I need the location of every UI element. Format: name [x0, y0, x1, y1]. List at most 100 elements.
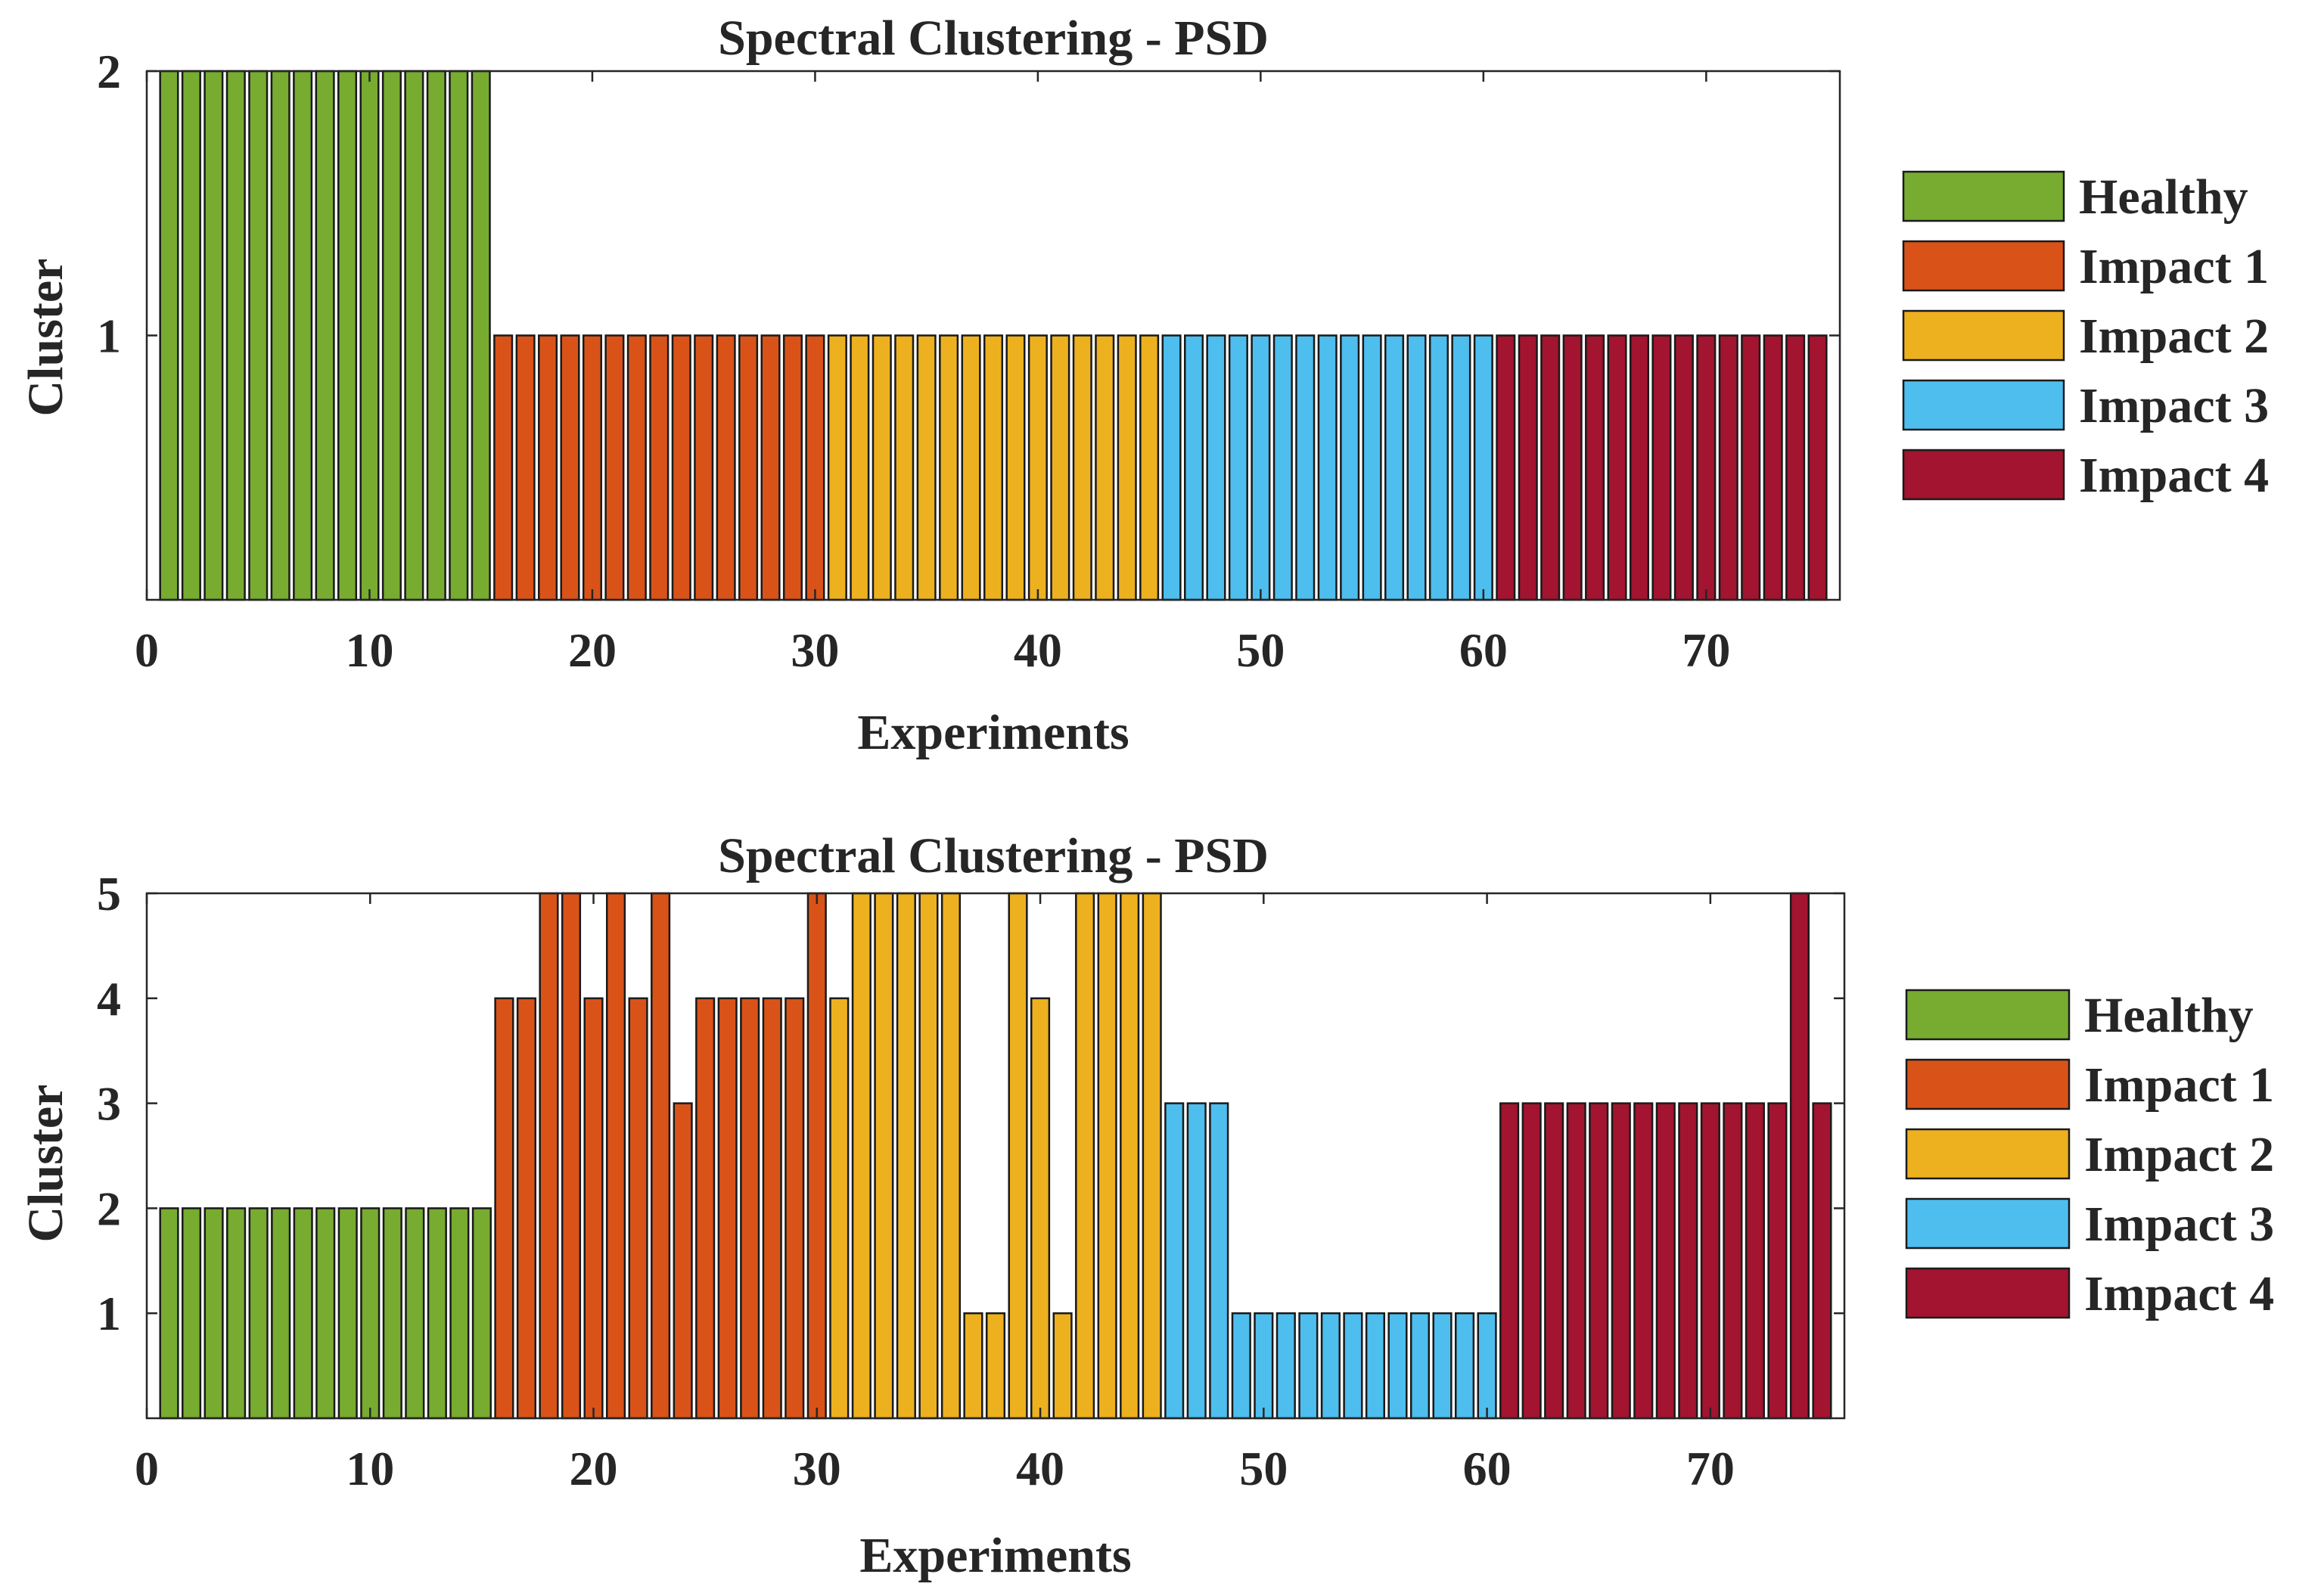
bar-impact-1 [695, 997, 716, 1420]
y-tick-label: 3 [97, 1077, 121, 1131]
bar-impact-1 [582, 334, 602, 601]
x-tick-label: 40 [1014, 623, 1062, 677]
bar-impact-4 [1812, 1102, 1832, 1420]
bar-healthy [426, 70, 446, 601]
bar-healthy [293, 70, 313, 601]
bar-impact-4 [1655, 1102, 1676, 1420]
y-axis-label: Cluster [18, 259, 73, 417]
legend: Healthy Impact 1 Impact 2 Impact 3 Impact 4 [1902, 169, 2269, 503]
bar-impact-3 [1228, 334, 1248, 601]
bar-healthy [315, 70, 335, 601]
bar-impact-1 [628, 997, 648, 1420]
bar-impact-4 [1629, 334, 1649, 601]
bar-impact-2 [1072, 334, 1092, 601]
x-tick-label: 0 [135, 623, 159, 677]
y-tick-label: 1 [97, 309, 121, 363]
bar-impact-3 [1186, 1102, 1207, 1420]
bar-impact-3 [1272, 334, 1293, 601]
bar-healthy [270, 70, 291, 601]
bar-impact-4 [1723, 1102, 1743, 1420]
bar-healthy [315, 1207, 336, 1420]
bar-impact-4 [1589, 1102, 1609, 1420]
bar-impact-1 [516, 997, 537, 1420]
bar-impact-4 [1518, 334, 1538, 601]
bar-impact-4 [1763, 334, 1783, 601]
bar-impact-1 [785, 997, 805, 1420]
bar-healthy [337, 70, 358, 601]
chart-title: Spectral Clustering - PSD [718, 828, 1269, 883]
legend-label: Impact 4 [2084, 1266, 2274, 1321]
legend-label: Healthy [2079, 169, 2248, 225]
bar-impact-4 [1678, 1102, 1698, 1420]
bar-impact-4 [1767, 1102, 1788, 1420]
x-tick-label: 50 [1239, 1442, 1288, 1495]
bar-impact-2 [1139, 334, 1160, 601]
bar-impact-2 [874, 892, 894, 1420]
bar-impact-3 [1473, 334, 1493, 601]
bar-impact-4 [1566, 1102, 1586, 1420]
bar-healthy [404, 70, 424, 601]
x-tick-label: 50 [1236, 623, 1285, 677]
x-tick-label: 20 [570, 1442, 618, 1495]
bar-impact-4 [1585, 334, 1605, 601]
bar-impact-2 [829, 997, 850, 1420]
bar-impact-1 [583, 997, 604, 1420]
bar-impact-2 [1075, 892, 1095, 1420]
bar-impact-3 [1206, 334, 1226, 601]
bar-impact-1 [605, 892, 626, 1420]
bar-impact-2 [872, 334, 892, 601]
bar-impact-3 [1295, 334, 1316, 601]
bar-impact-3 [1164, 1102, 1185, 1420]
bar-impact-1 [626, 334, 647, 601]
bar-impact-1 [561, 892, 582, 1420]
bar-impact-4 [1544, 1102, 1564, 1420]
bar-impact-1 [717, 997, 738, 1420]
bar-healthy [471, 70, 491, 601]
bar-healthy [204, 1207, 224, 1420]
bar-impact-4 [1499, 1102, 1520, 1420]
y-tick-label: 4 [97, 972, 121, 1026]
legend-swatch [1905, 1197, 2071, 1250]
bar-healthy [181, 70, 201, 601]
bar-impact-3 [1365, 1312, 1386, 1420]
bar-impact-3 [1317, 334, 1338, 601]
bar-healthy [337, 1207, 358, 1420]
bar-impact-1 [782, 334, 803, 601]
bar-impact-4 [1700, 1102, 1720, 1420]
legend-label: Impact 2 [2079, 309, 2269, 364]
bar-impact-3 [1254, 1312, 1274, 1420]
x-tick-label: 0 [135, 1442, 159, 1495]
bar-impact-1 [760, 334, 781, 601]
legend-label: Impact 4 [2079, 448, 2269, 503]
chart-bottom: Spectral Clustering - PSD Experiments Cl… [18, 828, 2274, 1583]
x-axis-label: Experiments [859, 1528, 1131, 1583]
bar-impact-3 [1432, 1312, 1453, 1420]
bar-impact-1 [762, 997, 782, 1420]
bar-impact-2 [1027, 334, 1048, 601]
legend-label: Impact 3 [2084, 1197, 2274, 1252]
bar-impact-3 [1209, 1102, 1229, 1420]
bar-impact-3 [1409, 1312, 1431, 1420]
bar-healthy [248, 1207, 269, 1420]
legend-swatch [1902, 170, 2065, 222]
bar-healthy [359, 70, 380, 601]
bar-impact-3 [1406, 334, 1427, 601]
bar-impact-2 [1005, 334, 1026, 601]
bar-impact-3 [1362, 334, 1382, 601]
bar-impact-3 [1320, 1312, 1341, 1420]
bar-impact-2 [850, 334, 870, 601]
bar-impact-4 [1521, 1102, 1542, 1420]
legend-swatch [1905, 1128, 2071, 1180]
bar-impact-1 [538, 334, 558, 601]
bar-impact-1 [651, 892, 671, 1420]
bar-impact-3 [1384, 334, 1405, 601]
bar-impact-4 [1607, 334, 1627, 601]
x-tick-label: 10 [345, 623, 393, 677]
bar-impact-1 [673, 1102, 693, 1420]
y-tick-label: 1 [97, 1287, 121, 1340]
bar-impact-4 [1741, 334, 1761, 601]
bar-impact-2 [940, 892, 962, 1420]
bar-impact-3 [1298, 1312, 1319, 1420]
bar-impact-2 [851, 892, 872, 1420]
